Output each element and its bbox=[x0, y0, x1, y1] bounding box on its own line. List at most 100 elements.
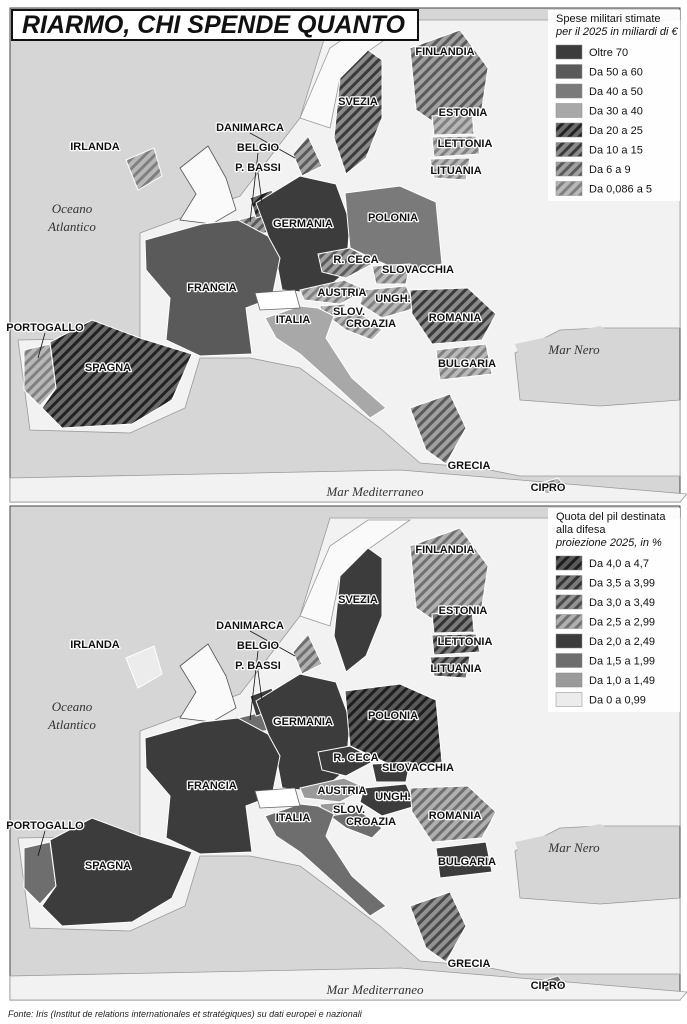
country-label: SPAGNA bbox=[85, 362, 131, 374]
country-label: CIPRO bbox=[531, 980, 566, 992]
sea-label: Mar Nero bbox=[547, 840, 600, 855]
legend-label: Da 4,0 a 4,7 bbox=[589, 558, 649, 570]
country-label: DANIMARCA bbox=[216, 122, 284, 134]
norway bbox=[299, 519, 412, 627]
country bbox=[409, 527, 489, 629]
country bbox=[409, 891, 467, 963]
country bbox=[537, 477, 567, 495]
country bbox=[328, 810, 383, 839]
country-label: LITUANIA bbox=[430, 663, 481, 675]
country-label: GRECIA bbox=[448, 958, 491, 970]
title: RIARMO, CHI SPENDE QUANTO bbox=[22, 11, 405, 39]
legend-label: Da 1,5 a 1,99 bbox=[589, 656, 655, 668]
country-label: LETTONIA bbox=[438, 636, 493, 648]
country bbox=[431, 135, 481, 158]
legend-swatch bbox=[555, 594, 583, 610]
country bbox=[299, 777, 368, 803]
country-label: ITALIA bbox=[276, 812, 311, 824]
africa bbox=[9, 469, 687, 503]
country-label: GERMANIA bbox=[273, 218, 333, 230]
legend-label: Da 0 a 0,99 bbox=[589, 695, 646, 707]
country-label: SVEZIA bbox=[338, 96, 378, 108]
country-label: CROAZIA bbox=[346, 318, 396, 330]
legend-swatch bbox=[555, 64, 583, 79]
country bbox=[431, 609, 475, 634]
country-label: BELGIO bbox=[237, 640, 280, 652]
country bbox=[537, 975, 567, 993]
country bbox=[125, 645, 163, 689]
uk bbox=[179, 145, 237, 225]
leader-line bbox=[37, 332, 46, 359]
country bbox=[125, 147, 163, 191]
country-label: GRECIA bbox=[448, 460, 491, 472]
country-label: SLOV. bbox=[333, 306, 365, 318]
leader-line bbox=[249, 132, 296, 159]
country bbox=[371, 263, 411, 285]
country bbox=[328, 312, 383, 341]
country-label: BULGARIA bbox=[438, 856, 496, 868]
legend-label: Oltre 70 bbox=[589, 47, 628, 59]
source: Fonte: Iris (Institut de relations inter… bbox=[8, 1009, 363, 1019]
maps: FINLANDIA SVEZIA ESTONIA LETTONIA LITUANIA DA… bbox=[5, 7, 687, 1001]
country-label: ESTONIA bbox=[439, 107, 488, 119]
sea-label: Atlantico bbox=[47, 717, 96, 732]
country-label: CROAZIA bbox=[346, 816, 396, 828]
leader-line bbox=[257, 670, 263, 701]
country-label: LITUANIA bbox=[430, 165, 481, 177]
country bbox=[409, 785, 497, 843]
legend-label: Da 20 a 25 bbox=[589, 125, 643, 137]
country-label: SLOVACCHIA bbox=[382, 264, 454, 276]
legend-label: Da 2,5 a 2,99 bbox=[589, 617, 655, 629]
legend-label: Da 3,0 a 3,49 bbox=[589, 597, 655, 609]
country-label: FRANCIA bbox=[187, 780, 237, 792]
country-label: IRLANDA bbox=[70, 141, 120, 153]
switzerland bbox=[254, 787, 301, 809]
country bbox=[292, 633, 323, 675]
country bbox=[431, 111, 475, 136]
country bbox=[333, 547, 383, 673]
country bbox=[409, 393, 467, 465]
country-label: LETTONIA bbox=[438, 138, 493, 150]
legend-subtitle: per il 2025 in miliardi di € bbox=[555, 26, 679, 38]
leader-line bbox=[249, 650, 259, 721]
country bbox=[317, 247, 378, 279]
country bbox=[409, 29, 489, 131]
country-label: GERMANIA bbox=[273, 716, 333, 728]
sea-label: Atlantico bbox=[47, 219, 96, 234]
legend-swatch bbox=[555, 653, 583, 668]
country-label: R. CECA bbox=[333, 254, 378, 266]
africa bbox=[9, 967, 687, 1001]
country-label: UNGH. bbox=[375, 293, 410, 305]
country-label: POLONIA bbox=[368, 212, 418, 224]
black-sea bbox=[515, 326, 645, 392]
country bbox=[435, 343, 493, 381]
legend-label: Da 6 a 9 bbox=[589, 164, 631, 176]
legend-swatch bbox=[555, 181, 583, 196]
legend-swatch bbox=[555, 633, 583, 649]
country-label: SLOVACCHIA bbox=[382, 762, 454, 774]
leader-line bbox=[257, 172, 263, 203]
country bbox=[435, 841, 493, 879]
country-label: BULGARIA bbox=[438, 358, 496, 370]
country bbox=[359, 285, 417, 319]
switzerland bbox=[254, 289, 301, 311]
country bbox=[264, 305, 387, 419]
country-label: IRLANDA bbox=[70, 639, 120, 651]
legend-label: Da 30 a 40 bbox=[589, 106, 643, 118]
country-label: SPAGNA bbox=[85, 860, 131, 872]
legend-swatch bbox=[555, 575, 583, 590]
map-panel: FINLANDIA SVEZIA ESTONIA LETTONIA LITUANIA DA… bbox=[5, 505, 687, 1001]
legend-swatch bbox=[555, 103, 583, 118]
country-label: DANIMARCA bbox=[216, 620, 284, 632]
sea-label: Mar Mediterraneo bbox=[325, 982, 424, 997]
uk bbox=[179, 643, 237, 723]
legend-title: alla difesa bbox=[556, 524, 606, 536]
country bbox=[292, 135, 323, 177]
sea-label: Mar Mediterraneo bbox=[325, 484, 424, 499]
country bbox=[41, 319, 193, 429]
country bbox=[264, 803, 387, 917]
country bbox=[371, 761, 411, 783]
legend-label: Da 1,0 a 1,49 bbox=[589, 675, 655, 687]
legend-swatch bbox=[555, 555, 583, 571]
